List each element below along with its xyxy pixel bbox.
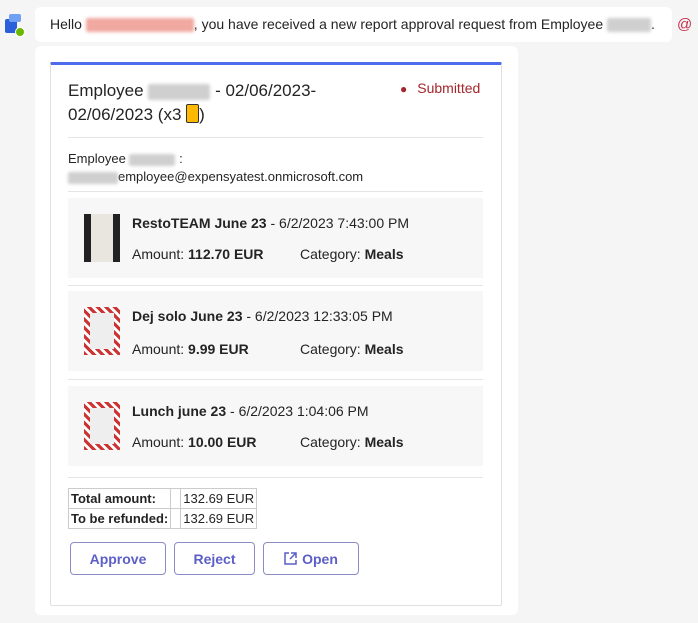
report-card [50,62,502,606]
redacted-employee-name [148,83,211,100]
table-row: Total amount: 132.69 EUR [67,488,258,509]
message-bubble: Hello , you have received a new report a… [35,7,672,42]
status-dot-icon: ● [400,82,408,96]
divider [68,137,483,138]
message-text: , you have received a new report approva… [193,16,604,32]
table-row: To be refunded: 132.69 EUR [67,508,258,529]
divider [68,285,483,286]
redacted-employee-name [607,18,652,33]
bot-avatar [3,13,25,37]
online-status-icon [15,27,25,37]
redacted-recipient-name [85,18,194,33]
reject-button[interactable]: Reject [174,542,255,575]
open-external-icon [284,552,297,565]
employee-info: Employee : employee@expensyatest.onmicro… [68,151,364,184]
message-end: . [651,16,655,32]
mention-icon[interactable]: @ [677,16,693,33]
greeting: Hello [50,16,82,32]
expense-item[interactable]: Lunch june 23 - 6/2/2023 1:04:06 PM Amou… [68,386,483,466]
receipt-thumbnail [84,214,120,262]
employee-email: employee@expensyatest.onmicrosoft.com [118,169,364,184]
approve-button[interactable]: Approve [70,542,166,575]
report-title: Employee - 02/06/2023-02/06/2023 (x3 ) [68,81,317,124]
receipt-thumbnail [84,402,120,450]
divider [68,191,483,192]
totals-table: Total amount: 132.69 EUR To be refunded: 1… [67,488,258,529]
receipt-thumbnail [84,307,120,355]
divider [68,477,483,478]
open-button[interactable]: Open [263,542,359,575]
expense-item[interactable]: Dej solo June 23 - 6/2/2023 12:33:05 PM … [68,291,483,371]
expense-item[interactable]: RestoTEAM June 23 - 6/2/2023 7:43:00 PM … [68,198,483,278]
status-badge: ● Submitted [400,80,481,96]
receipt-icon [186,104,200,123]
divider [68,379,483,380]
